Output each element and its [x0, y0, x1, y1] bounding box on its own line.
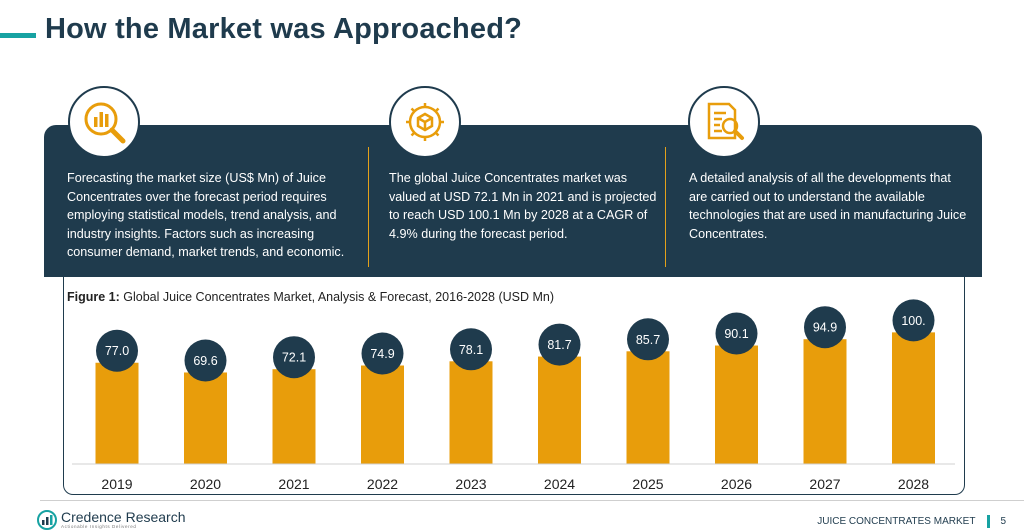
x-tick-label-2025: 2025 — [632, 476, 663, 492]
footer-divider — [40, 500, 1024, 501]
value-bubble-2024 — [538, 323, 581, 366]
x-tick-label-2026: 2026 — [721, 476, 752, 492]
bar-2025 — [626, 351, 670, 464]
value-label-2019: 77.0 — [105, 344, 129, 358]
document-icon-circle — [688, 86, 760, 158]
brand-tagline: Actionable Insights Delivered — [61, 524, 137, 529]
x-tick-label-2019: 2019 — [101, 476, 132, 492]
column-forecasting-text: Forecasting the market size (US$ Mn) of … — [67, 171, 345, 259]
bar-2027 — [803, 339, 847, 464]
value-bubble-2025 — [627, 318, 669, 361]
value-bubble-2028 — [892, 299, 935, 342]
x-tick-label-2023: 2023 — [455, 476, 486, 492]
document-magnifier-icon — [707, 102, 744, 140]
forecast-icon-circle — [68, 86, 140, 158]
gear-icon-circle — [389, 86, 461, 158]
footer-info: JUICE CONCENTRATES MARKET 5 — [817, 515, 1006, 528]
value-label-2021: 72.1 — [282, 351, 306, 365]
title-accent-bar — [0, 33, 36, 38]
footer-separator — [987, 515, 991, 528]
bar-2021 — [272, 369, 316, 464]
x-tick-label-2022: 2022 — [367, 476, 398, 492]
figure-caption: Figure 1: Global Juice Concentrates Mark… — [67, 290, 554, 304]
brand-name: Credence Research — [61, 509, 186, 525]
gear-box-icon — [406, 103, 444, 141]
figure-caption-text: Global Juice Concentrates Market, Analys… — [123, 290, 555, 304]
info-panel: Forecasting the market size (US$ Mn) of … — [44, 125, 982, 277]
value-bubble-2026 — [715, 312, 758, 355]
value-label-2026: 90.1 — [724, 327, 748, 341]
bar-2024 — [538, 356, 581, 464]
value-bubble-2023 — [450, 328, 492, 371]
value-bubble-2020 — [184, 339, 227, 382]
value-label-2025: 85.7 — [636, 333, 660, 347]
x-tick-label-2020: 2020 — [190, 476, 221, 492]
figure-label: Figure 1: — [67, 290, 120, 304]
page-title: How the Market was Approached? — [45, 13, 523, 45]
page-number: 5 — [1000, 516, 1006, 527]
value-label-2023: 78.1 — [459, 343, 483, 357]
value-bubble-2022 — [361, 332, 404, 375]
bar-2019 — [95, 362, 139, 464]
credence-logo-icon — [37, 510, 57, 530]
bar-2023 — [449, 361, 493, 464]
brand-logo: Credence Research Actionable Insights De… — [37, 510, 186, 530]
column-divider — [368, 147, 369, 267]
value-label-2027: 94.9 — [813, 321, 837, 335]
x-tick-label-2024: 2024 — [544, 476, 575, 492]
value-bubble-2027 — [804, 306, 846, 349]
value-label-2024: 81.7 — [547, 338, 571, 352]
value-label-2020: 69.6 — [193, 354, 217, 368]
bar-2022 — [361, 365, 404, 464]
value-bubble-2019 — [96, 329, 138, 372]
x-tick-label-2021: 2021 — [278, 476, 309, 492]
column-market-value-text: The global Juice Concentrates market was… — [389, 171, 657, 241]
bar-2028 — [892, 332, 935, 464]
column-analysis-text: A detailed analysis of all the developme… — [689, 171, 967, 241]
forecast-chart-magnifier-icon — [84, 102, 126, 144]
value-bubble-2021 — [273, 336, 315, 379]
x-tick-label-2027: 2027 — [809, 476, 840, 492]
bar-2026 — [715, 345, 758, 464]
value-label-2028: 100. — [901, 314, 925, 328]
report-name: JUICE CONCENTRATES MARKET — [817, 516, 976, 527]
bar-2020 — [184, 372, 227, 464]
x-tick-label-2028: 2028 — [898, 476, 929, 492]
value-label-2022: 74.9 — [370, 347, 394, 361]
column-divider — [665, 147, 666, 267]
